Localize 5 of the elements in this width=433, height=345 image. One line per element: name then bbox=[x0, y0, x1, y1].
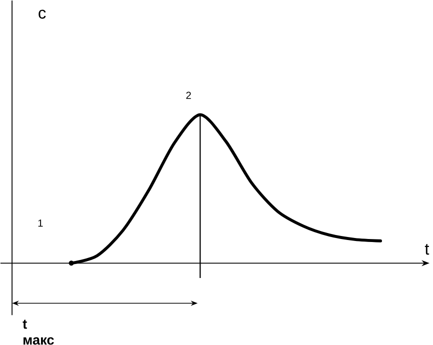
x-axis-title: t bbox=[424, 244, 430, 255]
text: 2 bbox=[186, 92, 191, 99]
text: t макс bbox=[22, 320, 54, 345]
annotation: 1 bbox=[38, 220, 43, 227]
text: c bbox=[38, 10, 46, 19]
